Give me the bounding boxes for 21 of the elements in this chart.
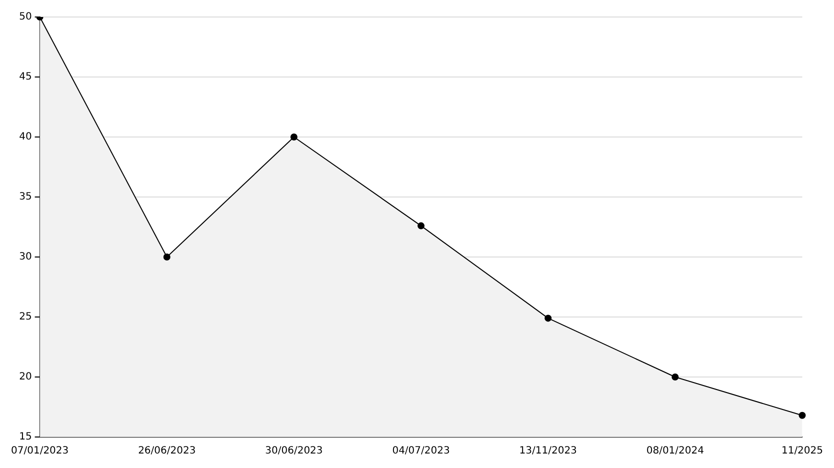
point [290,134,298,140]
x-tick-label: 26/06/2023 [138,446,196,457]
y-tick-label: 15 [19,432,32,443]
x-tick-label: 11/2025 [781,446,823,457]
y-tick-label: 25 [19,312,32,323]
point [672,374,679,380]
point [798,412,806,419]
x-tick-label: 13/11/2023 [519,446,577,457]
x-tick-label: 04/07/2023 [392,446,450,457]
x-tick-label: 08/01/2024 [646,446,704,457]
point [163,254,170,260]
y-tick-label: 30 [19,252,32,263]
point [418,222,425,230]
y-tick-label: 40 [19,132,32,143]
x-tick-label: 30/06/2023 [265,446,323,457]
y-tick-label: 35 [19,192,32,203]
x-tick-label: 07/01/2023 [11,446,69,457]
y-tick-label: 45 [19,72,32,83]
y-tick-label: 20 [19,372,32,383]
point [544,314,552,322]
y-tick-label: 50 [19,12,32,23]
